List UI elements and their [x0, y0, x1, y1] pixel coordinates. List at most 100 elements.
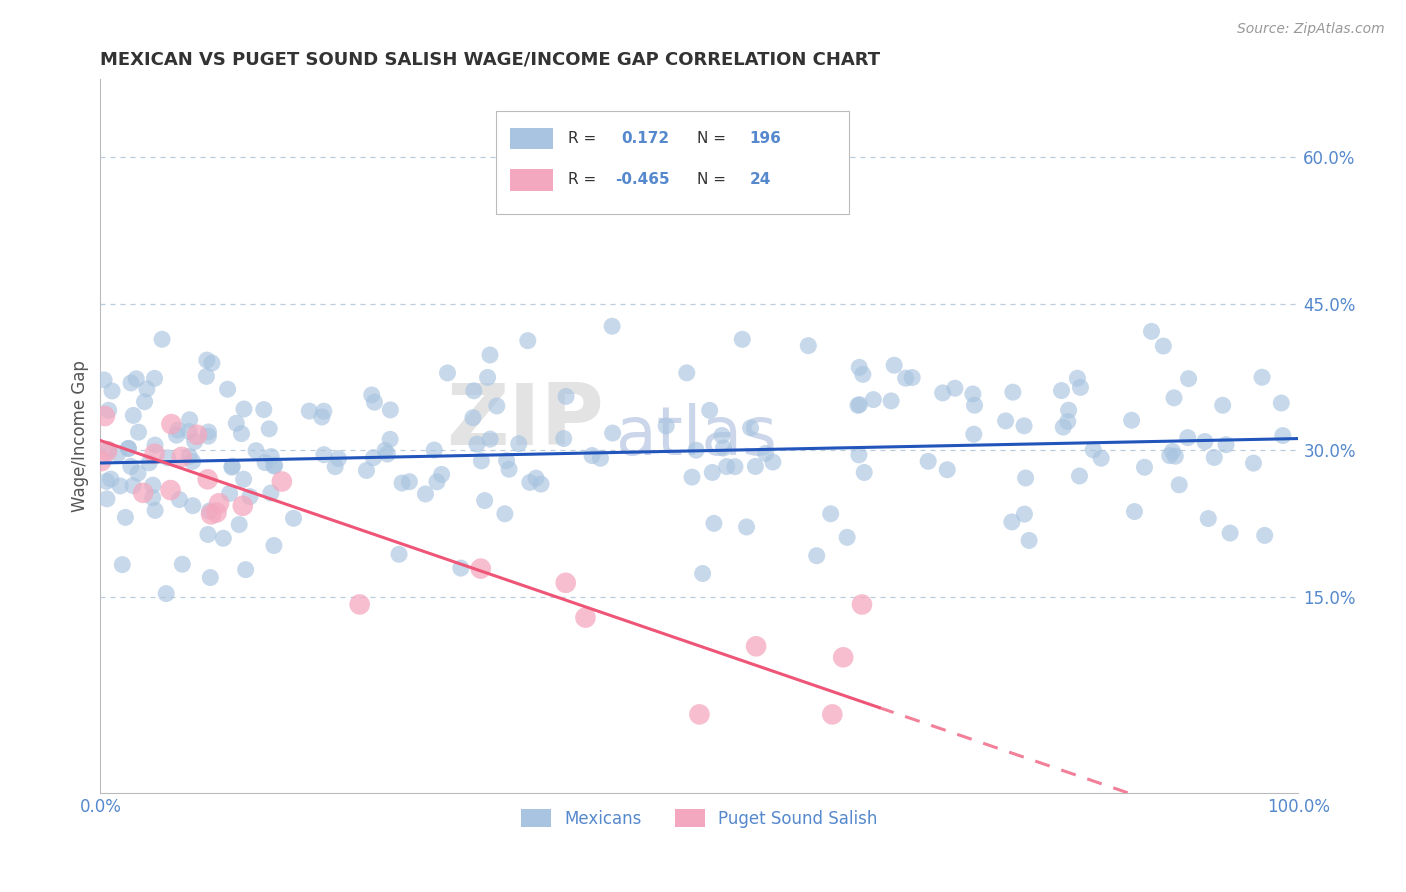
Text: MEXICAN VS PUGET SOUND SALISH WAGE/INCOME GAP CORRELATION CHART: MEXICAN VS PUGET SOUND SALISH WAGE/INCOM… — [100, 51, 880, 69]
Point — [232, 472, 254, 486]
Point — [323, 459, 346, 474]
Point — [848, 360, 870, 375]
Point — [377, 447, 399, 461]
Point — [692, 566, 714, 581]
Point — [160, 417, 183, 431]
Point — [713, 441, 735, 455]
Point — [846, 398, 869, 412]
Point — [478, 348, 501, 362]
Point — [239, 490, 262, 504]
Point — [1050, 384, 1073, 398]
Point — [143, 438, 166, 452]
Point — [1123, 505, 1146, 519]
Point — [1243, 456, 1265, 470]
Point — [754, 446, 776, 460]
Point — [862, 392, 884, 407]
Point — [101, 384, 124, 398]
Point — [1052, 420, 1074, 434]
Point — [312, 404, 335, 418]
Point — [1018, 533, 1040, 548]
Point — [1251, 370, 1274, 384]
Point — [166, 428, 188, 442]
Point — [837, 530, 859, 544]
Point — [688, 707, 710, 722]
Point — [181, 454, 204, 468]
Point — [426, 475, 449, 489]
Point — [675, 366, 697, 380]
Point — [1069, 469, 1091, 483]
Point — [1012, 418, 1035, 433]
Point — [655, 419, 678, 434]
Point — [349, 598, 371, 612]
Point — [1014, 471, 1036, 485]
Point — [398, 475, 420, 489]
Point — [260, 486, 283, 500]
Point — [589, 451, 612, 466]
Point — [1271, 428, 1294, 442]
Point — [436, 366, 458, 380]
Point — [699, 403, 721, 417]
Point — [96, 444, 118, 458]
Point — [388, 547, 411, 561]
Point — [111, 558, 134, 572]
Point — [498, 462, 520, 476]
Point — [1056, 414, 1078, 428]
Point — [363, 395, 385, 409]
Point — [125, 372, 148, 386]
Point — [233, 402, 256, 417]
Point — [228, 517, 250, 532]
Point — [195, 369, 218, 384]
Point — [155, 586, 177, 600]
Point — [1161, 444, 1184, 458]
Point — [745, 640, 768, 654]
Point — [94, 409, 117, 423]
Point — [128, 425, 150, 439]
Point — [283, 511, 305, 525]
Point — [120, 459, 142, 474]
Text: 24: 24 — [749, 172, 770, 187]
Point — [430, 467, 453, 482]
Point — [1121, 413, 1143, 427]
Point — [1014, 507, 1036, 521]
Point — [1152, 339, 1174, 353]
Text: ZIP: ZIP — [446, 380, 603, 463]
Point — [485, 399, 508, 413]
Point — [1001, 515, 1024, 529]
Point — [134, 394, 156, 409]
Point — [198, 504, 221, 518]
Point — [263, 458, 285, 473]
Point — [852, 368, 875, 382]
Point — [494, 507, 516, 521]
Bar — [510, 169, 553, 191]
Point — [1194, 434, 1216, 449]
Point — [762, 455, 785, 469]
Point — [142, 491, 165, 505]
Point — [260, 450, 283, 464]
Point — [602, 426, 624, 441]
Point — [963, 398, 986, 412]
Point — [820, 507, 842, 521]
Point — [832, 650, 855, 665]
Point — [1163, 391, 1185, 405]
Point — [195, 353, 218, 368]
Point — [169, 492, 191, 507]
Point — [450, 561, 472, 575]
Point — [328, 451, 350, 466]
Point — [110, 479, 132, 493]
Point — [851, 598, 873, 612]
Point — [254, 456, 277, 470]
Point — [1001, 385, 1024, 400]
Point — [470, 454, 492, 468]
Point — [894, 371, 917, 385]
Point — [208, 496, 231, 510]
Point — [132, 486, 155, 500]
Point — [1219, 526, 1241, 541]
Point — [360, 388, 382, 402]
Point — [143, 503, 166, 517]
Text: -0.465: -0.465 — [616, 172, 671, 187]
Y-axis label: Wage/Income Gap: Wage/Income Gap — [72, 359, 89, 511]
Point — [90, 454, 112, 468]
Point — [378, 432, 401, 446]
Point — [197, 425, 219, 439]
Point — [1177, 372, 1199, 386]
